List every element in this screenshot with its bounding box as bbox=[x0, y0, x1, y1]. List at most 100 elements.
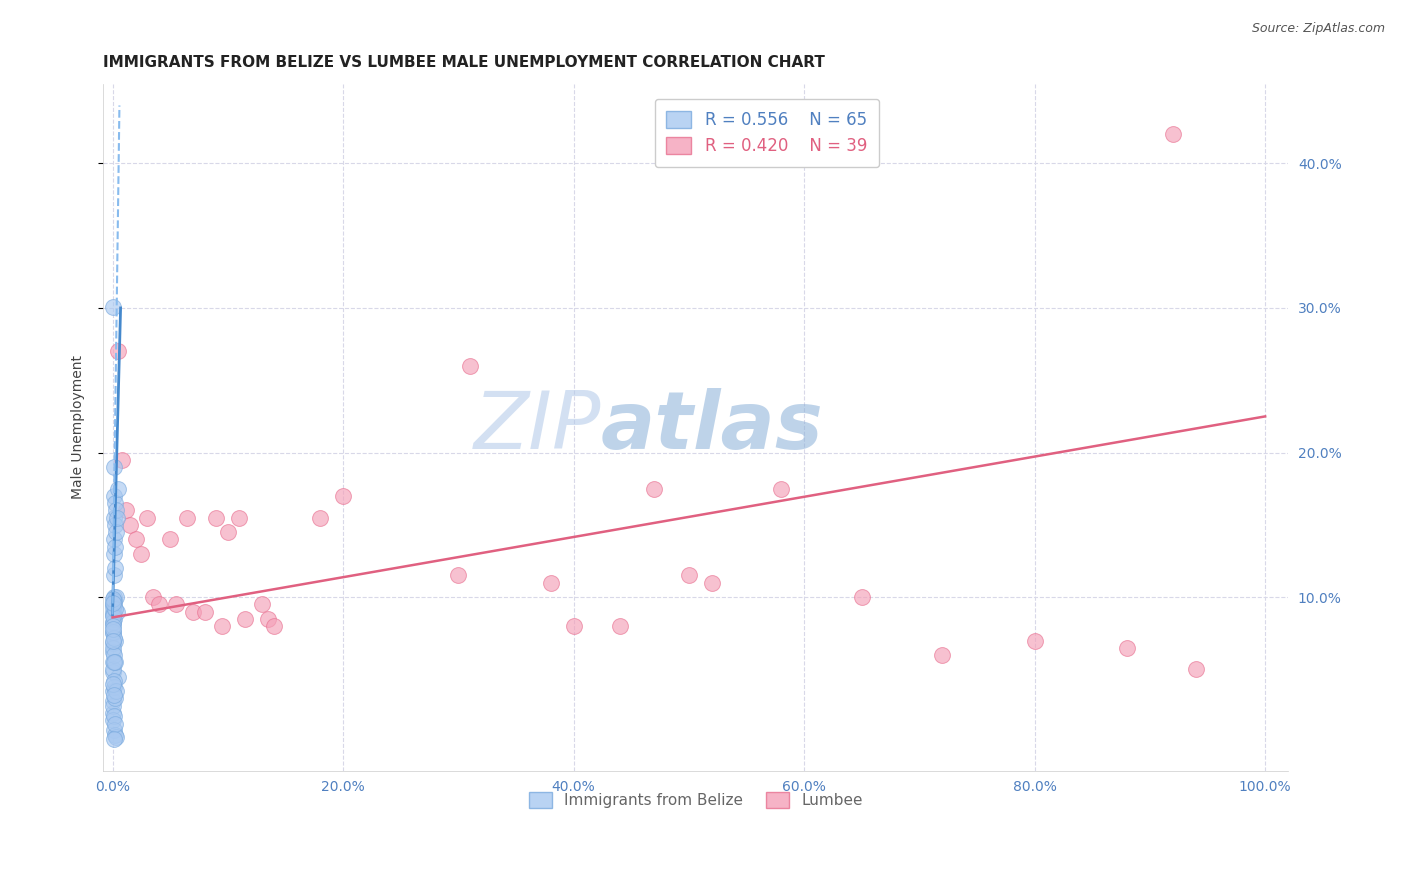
Point bbox=[136, 510, 159, 524]
Point bbox=[103, 648, 125, 662]
Point bbox=[111, 452, 134, 467]
Point bbox=[118, 517, 141, 532]
Point bbox=[101, 633, 124, 648]
Point bbox=[233, 612, 256, 626]
Text: Source: ZipAtlas.com: Source: ZipAtlas.com bbox=[1251, 22, 1385, 36]
Point bbox=[105, 510, 128, 524]
Point bbox=[194, 605, 217, 619]
Point bbox=[211, 619, 233, 633]
Point bbox=[101, 596, 124, 610]
Point bbox=[176, 510, 198, 524]
Point bbox=[332, 489, 354, 503]
Point bbox=[165, 598, 187, 612]
Point bbox=[103, 489, 125, 503]
Point bbox=[101, 598, 124, 612]
Point bbox=[104, 684, 127, 698]
Text: IMMIGRANTS FROM BELIZE VS LUMBEE MALE UNEMPLOYMENT CORRELATION CHART: IMMIGRANTS FROM BELIZE VS LUMBEE MALE UN… bbox=[103, 55, 825, 70]
Point bbox=[103, 460, 125, 475]
Point bbox=[1024, 633, 1046, 648]
Point bbox=[252, 598, 274, 612]
Point bbox=[609, 619, 631, 633]
Point bbox=[101, 605, 124, 619]
Point bbox=[104, 717, 127, 731]
Point bbox=[101, 698, 124, 713]
Point bbox=[103, 598, 125, 612]
Point bbox=[101, 591, 124, 606]
Point bbox=[104, 540, 127, 554]
Point bbox=[309, 510, 332, 524]
Point bbox=[103, 723, 125, 738]
Point bbox=[770, 482, 793, 496]
Point bbox=[104, 525, 127, 540]
Point bbox=[105, 605, 128, 619]
Point bbox=[101, 615, 124, 629]
Point bbox=[103, 631, 125, 645]
Point bbox=[101, 655, 124, 669]
Point bbox=[447, 568, 470, 582]
Legend: Immigrants from Belize, Lumbee: Immigrants from Belize, Lumbee bbox=[523, 787, 869, 814]
Point bbox=[263, 619, 285, 633]
Point bbox=[700, 575, 723, 590]
Point bbox=[1161, 128, 1184, 142]
Point bbox=[107, 344, 129, 359]
Text: atlas: atlas bbox=[600, 388, 824, 467]
Point bbox=[107, 482, 129, 496]
Point bbox=[101, 694, 124, 708]
Point bbox=[101, 645, 124, 659]
Point bbox=[678, 568, 700, 582]
Point bbox=[104, 496, 127, 510]
Point bbox=[107, 670, 129, 684]
Point bbox=[101, 609, 124, 624]
Point bbox=[104, 731, 127, 745]
Point bbox=[104, 655, 127, 669]
Point bbox=[104, 691, 127, 706]
Point bbox=[101, 300, 124, 314]
Point bbox=[101, 706, 124, 720]
Point bbox=[103, 655, 125, 669]
Point bbox=[148, 598, 170, 612]
Point bbox=[101, 677, 124, 691]
Point bbox=[103, 547, 125, 561]
Point bbox=[101, 640, 124, 655]
Point bbox=[103, 680, 125, 694]
Point bbox=[101, 626, 124, 640]
Point bbox=[104, 503, 127, 517]
Point bbox=[101, 636, 124, 650]
Point bbox=[101, 624, 124, 639]
Point bbox=[103, 673, 125, 688]
Point bbox=[104, 633, 127, 648]
Point bbox=[228, 510, 250, 524]
Point bbox=[104, 561, 127, 575]
Point bbox=[103, 568, 125, 582]
Point bbox=[205, 510, 228, 524]
Point bbox=[103, 533, 125, 547]
Point bbox=[104, 727, 127, 741]
Point bbox=[101, 600, 124, 615]
Point bbox=[103, 689, 125, 703]
Point bbox=[851, 590, 873, 604]
Point bbox=[101, 684, 124, 698]
Text: ZIP: ZIP bbox=[474, 388, 600, 467]
Point bbox=[101, 616, 124, 631]
Point bbox=[103, 594, 125, 608]
Point bbox=[103, 731, 125, 746]
Point bbox=[1185, 663, 1208, 677]
Point bbox=[217, 525, 239, 540]
Point bbox=[540, 575, 562, 590]
Point bbox=[115, 503, 138, 517]
Point bbox=[562, 619, 585, 633]
Point bbox=[101, 665, 124, 680]
Point bbox=[1115, 640, 1137, 655]
Y-axis label: Male Unemployment: Male Unemployment bbox=[72, 355, 86, 500]
Point bbox=[159, 533, 181, 547]
Point bbox=[104, 601, 127, 615]
Point bbox=[181, 605, 204, 619]
Point bbox=[142, 590, 165, 604]
Point bbox=[103, 708, 125, 723]
Point bbox=[931, 648, 953, 662]
Point bbox=[101, 622, 124, 636]
Point bbox=[103, 510, 125, 524]
Point bbox=[458, 359, 481, 373]
Point bbox=[104, 517, 127, 532]
Point bbox=[257, 612, 280, 626]
